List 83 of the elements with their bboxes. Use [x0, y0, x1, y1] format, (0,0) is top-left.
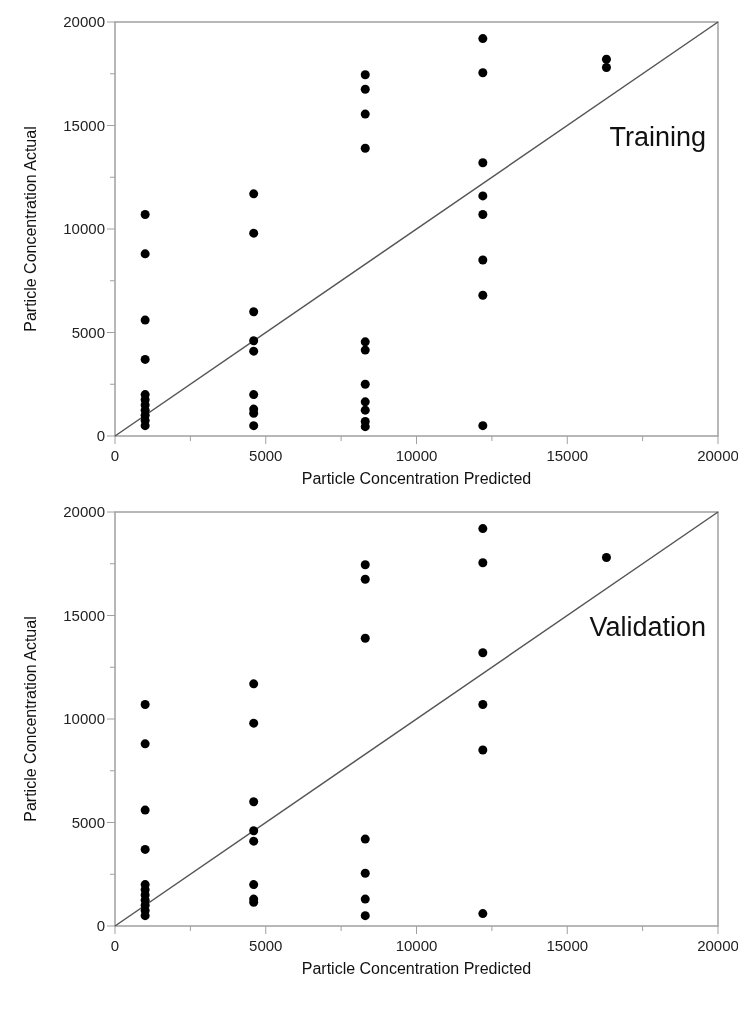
- point: [360, 834, 370, 844]
- y-tick-label: 5000: [71, 323, 105, 341]
- point: [360, 70, 370, 80]
- point: [601, 54, 611, 64]
- y-tick-label: 20000: [63, 13, 105, 30]
- point: [140, 844, 150, 854]
- point: [360, 560, 370, 570]
- x-tick-label: 10000: [395, 937, 438, 954]
- point: [478, 648, 488, 658]
- point: [360, 379, 370, 389]
- point: [249, 390, 259, 400]
- y-tick-label: 10000: [63, 710, 105, 727]
- point: [140, 315, 150, 325]
- point: [249, 189, 259, 199]
- point: [249, 826, 259, 836]
- y-tick-label: 0: [96, 427, 105, 444]
- x-axis-title: Particle Concentration Predicted: [301, 470, 532, 487]
- point: [478, 421, 488, 431]
- point: [360, 109, 370, 119]
- point: [140, 805, 150, 815]
- x-tick-label: 15000: [546, 937, 589, 954]
- y-tick-label: 20000: [63, 503, 105, 520]
- point: [601, 63, 611, 73]
- point: [478, 909, 488, 919]
- point: [478, 158, 488, 168]
- point: [478, 745, 488, 755]
- point: [478, 255, 488, 265]
- point: [249, 228, 259, 238]
- annotation: Training: [609, 122, 706, 153]
- point: [140, 700, 150, 709]
- y-tick-label: 0: [96, 917, 105, 934]
- x-tick-label: 0: [110, 937, 120, 954]
- point: [360, 868, 370, 878]
- x-tick-label: 20000: [697, 937, 739, 954]
- point: [249, 346, 259, 356]
- point: [360, 911, 370, 921]
- point: [249, 336, 259, 346]
- point: [360, 143, 370, 153]
- point: [249, 836, 259, 846]
- point: [478, 210, 488, 219]
- point: [478, 700, 488, 709]
- annotation: Validation: [589, 612, 706, 643]
- point: [249, 797, 259, 807]
- y-tick-label: 15000: [63, 116, 105, 134]
- point: [478, 68, 488, 78]
- y-axis-title: Particle Concentration Actual: [22, 616, 39, 822]
- y-tick-label: 15000: [63, 606, 105, 624]
- x-axis-title: Particle Concentration Predicted: [301, 960, 532, 977]
- y-axis-title: Particle Concentration Actual: [22, 126, 39, 332]
- y-tick-label: 5000: [71, 813, 105, 831]
- point: [360, 345, 370, 355]
- point: [360, 633, 370, 643]
- y-tick-label: 10000: [63, 220, 105, 237]
- point: [249, 307, 259, 317]
- point: [360, 84, 370, 94]
- point: [140, 210, 150, 219]
- point: [601, 553, 611, 563]
- x-tick-label: 5000: [249, 447, 283, 464]
- point: [360, 422, 370, 432]
- point: [249, 880, 259, 890]
- point: [140, 249, 150, 259]
- point: [249, 718, 259, 728]
- point: [478, 34, 488, 44]
- point: [249, 679, 259, 689]
- point: [478, 191, 488, 201]
- point: [140, 421, 150, 431]
- point: [140, 739, 150, 749]
- x-tick-label: 20000: [697, 447, 739, 464]
- point: [140, 354, 150, 364]
- point: [478, 290, 488, 300]
- point: [478, 524, 488, 534]
- x-tick-label: 0: [110, 447, 120, 464]
- point: [360, 574, 370, 584]
- point: [360, 397, 370, 407]
- point: [360, 894, 370, 904]
- x-tick-label: 10000: [395, 447, 438, 464]
- x-tick-label: 5000: [249, 937, 283, 954]
- point: [360, 337, 370, 347]
- point: [360, 405, 370, 415]
- point: [249, 421, 259, 431]
- point: [140, 911, 150, 921]
- x-tick-label: 15000: [546, 447, 589, 464]
- point: [478, 558, 488, 568]
